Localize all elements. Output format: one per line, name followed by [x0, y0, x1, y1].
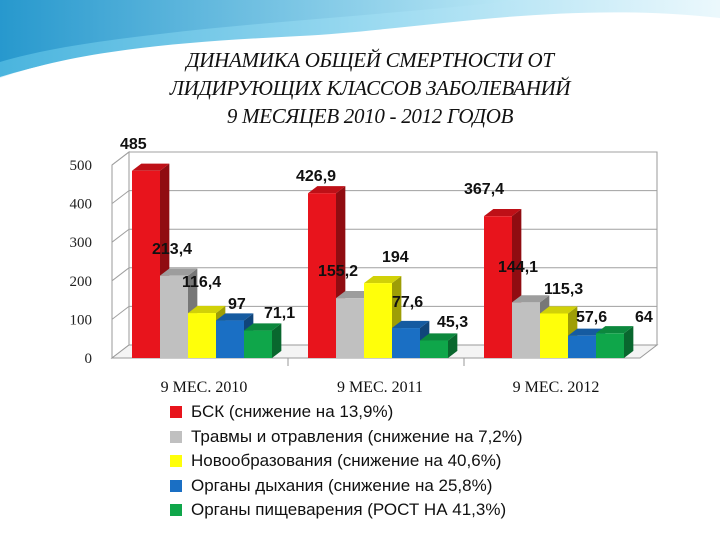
- y-tick-label: 100: [70, 312, 93, 328]
- data-label: 485: [120, 136, 147, 153]
- bar-front: [596, 333, 624, 358]
- data-label: 97: [228, 296, 246, 313]
- chart-gridlines: [111, 151, 657, 320]
- legend-swatch-neoplasms: [170, 455, 182, 468]
- bar-front: [364, 283, 392, 358]
- bar-top: [420, 333, 458, 341]
- data-label: 116,4: [182, 274, 221, 291]
- bar-top: [160, 268, 198, 276]
- data-label: 57,6: [576, 309, 607, 326]
- y-tick-label: 200: [70, 274, 93, 290]
- bar-front: [392, 328, 420, 358]
- x-category-label: 9 МЕС. 2010: [161, 379, 248, 396]
- y-tick-label: 300: [70, 235, 93, 251]
- bar-top: [512, 295, 550, 303]
- bar-top: [216, 313, 254, 321]
- bar-front: [188, 313, 216, 358]
- bar-front: [308, 193, 336, 358]
- legend-item-respiratory: Органы дыхания (снижение на 25,8%): [170, 474, 690, 499]
- legend-swatch-injuries: [170, 430, 182, 443]
- legend-label-injuries: Травмы и отравления (снижение на 7,2%): [191, 426, 523, 446]
- legend-swatch-bsk: [170, 406, 182, 419]
- bar-front: [420, 340, 448, 358]
- data-label: 426,9: [296, 168, 336, 185]
- gridline: [111, 190, 657, 204]
- data-label: 155,2: [318, 263, 358, 280]
- y-tick-label: 0: [85, 351, 93, 367]
- chart-title-line-1: ДИНАМИКА ОБЩЕЙ СМЕРТНОСТИ ОТ: [186, 48, 554, 72]
- chart-bars: [132, 163, 634, 358]
- legend-label-bsk: БСК (снижение на 13,9%): [191, 402, 394, 422]
- data-label: 64: [635, 309, 653, 326]
- gridline: [111, 228, 657, 243]
- bar-front: [484, 216, 512, 358]
- x-category-label: 9 МЕС. 2011: [337, 379, 423, 396]
- bar-top: [392, 320, 430, 329]
- bar-front: [568, 335, 596, 358]
- data-label: 77,6: [392, 294, 423, 311]
- bar-top: [188, 305, 226, 314]
- data-label: 71,1: [264, 305, 295, 322]
- gridline: [111, 151, 657, 166]
- bar: [420, 333, 458, 358]
- chart-legend: БСК (снижение на 13,9%) Травмы и отравле…: [170, 400, 690, 523]
- y-tick-label: 400: [70, 197, 93, 213]
- bar-front: [244, 330, 272, 358]
- bar-front: [512, 302, 540, 358]
- bar: [244, 323, 282, 358]
- legend-label-digestive: Органы пищеварения (РОСТ НА 41,3%): [191, 500, 507, 520]
- legend-swatch-respiratory: [170, 479, 182, 492]
- bar-front: [336, 298, 364, 358]
- data-label: 45,3: [437, 314, 468, 331]
- bar-top: [484, 209, 522, 217]
- data-labels: 485 213,4 116,4 97 71,1 426,9 155,2 194 77,6 45,3…: [120, 136, 653, 331]
- chart-title: ДИНАМИКА ОБЩЕЙ СМЕРТНОСТИ ОТ ЛИДИРУЮЩИХ …: [60, 46, 680, 130]
- bar-top: [132, 163, 170, 171]
- chart-title-line-2: ЛИДИРУЮЩИХ КЛАССОВ ЗАБОЛЕВАНИЙ: [169, 76, 571, 100]
- legend-item-digestive: Органы пищеварения (РОСТ НА 41,3%): [170, 498, 690, 523]
- y-tick-label: 500: [70, 158, 93, 174]
- bar-front: [132, 170, 160, 358]
- bar-top: [540, 306, 578, 314]
- bar-side: [448, 333, 458, 358]
- bar-front: [540, 313, 568, 358]
- legend-label-respiratory: Органы дыхания (снижение на 25,8%): [191, 475, 493, 495]
- legend-item-injuries: Травмы и отравления (снижение на 7,2%): [170, 425, 690, 450]
- data-label: 144,1: [498, 259, 538, 276]
- x-axis-categories: 9 МЕС. 2010 9 МЕС. 2011 9 МЕС. 2012: [161, 379, 600, 396]
- legend-swatch-digestive: [170, 504, 182, 517]
- data-label: 194: [382, 249, 409, 266]
- bar: [596, 326, 634, 358]
- bar-top: [596, 326, 634, 334]
- bar-side: [272, 323, 282, 358]
- legend-item-bsk: БСК (снижение на 13,9%): [170, 400, 690, 425]
- bar: [540, 306, 578, 358]
- bar: [308, 186, 346, 358]
- legend-item-neoplasms: Новообразования (снижение на 40,6%): [170, 449, 690, 474]
- data-label: 367,4: [464, 181, 504, 198]
- bar-top: [364, 275, 402, 284]
- gridline: [111, 267, 657, 282]
- bar: [364, 275, 402, 358]
- bar-side: [624, 326, 634, 358]
- data-label: 115,3: [544, 281, 583, 298]
- bar-front: [160, 275, 188, 358]
- gridline: [111, 305, 657, 320]
- x-category-label: 9 МЕС. 2012: [513, 379, 600, 396]
- bar-front: [216, 320, 244, 358]
- bar: [132, 163, 170, 358]
- legend-label-neoplasms: Новообразования (снижение на 40,6%): [191, 451, 502, 471]
- bar-top: [308, 186, 346, 194]
- side-wall: [111, 150, 130, 360]
- data-label: 213,4: [152, 241, 192, 258]
- y-axis-ticks: 0 100 200 300 400 500: [70, 158, 93, 367]
- chart-title-line-3: 9 МЕСЯЦЕВ 2010 - 2012 ГОДОВ: [226, 104, 514, 128]
- bar-top: [244, 323, 282, 331]
